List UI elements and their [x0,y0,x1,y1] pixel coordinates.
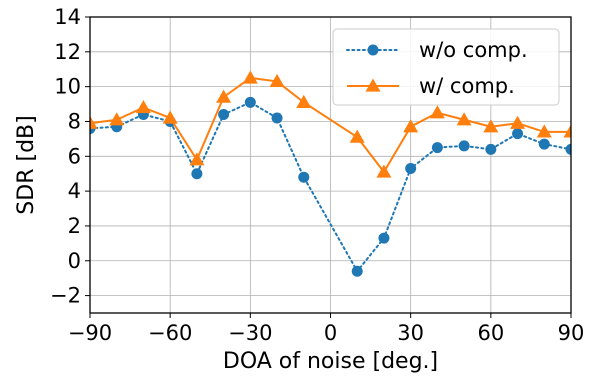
y-tick-label: 2 [68,214,81,238]
legend-item: w/ comp. [347,74,515,98]
data-point [510,115,526,129]
y-tick-label: −2 [50,284,81,308]
data-point [135,100,151,114]
data-point [429,105,445,119]
data-point [536,124,552,138]
data-point [456,112,472,126]
ticks: −90 −60 −30 0 30 60 90 −2 0 2 4 6 8 10 12 14 [50,5,584,345]
data-point [431,142,443,154]
y-tick-label: 4 [68,179,81,203]
data-point [349,129,365,143]
data-point [538,138,550,150]
data-point [244,96,256,108]
y-tick-label: 8 [68,109,81,133]
data-point [242,70,258,84]
x-tick-label: 0 [324,321,337,345]
data-point [376,164,392,178]
y-tick-label: 12 [54,40,81,64]
x-axis-label: DOA of noise [deg.] [223,349,438,374]
data-point [191,168,203,180]
data-point [378,232,390,244]
x-tick-label: 30 [397,321,424,345]
data-point [162,110,178,124]
data-point [216,89,232,103]
data-point [485,143,497,155]
x-tick-label: 90 [558,321,585,345]
data-point [189,152,205,166]
y-tick-label: 6 [68,144,81,168]
legend-marker [367,44,379,56]
data-point [405,162,417,174]
series-2 [90,70,571,178]
data-point [109,112,125,126]
y-tick-label: 14 [54,5,81,29]
series-line [90,76,571,174]
legend-marker [365,78,381,92]
data-point [218,109,230,121]
legend-label: w/o comp. [419,38,528,62]
y-axis-label: SDR [dB] [14,115,39,214]
data-point [271,112,283,124]
data-point [565,143,571,155]
data-point [483,119,499,133]
y-tick-label: 0 [68,249,81,273]
data-point [269,73,285,88]
data-point [458,140,470,152]
x-tick-label: 60 [477,321,504,345]
legend-label: w/ comp. [419,74,515,98]
data-point [403,119,419,133]
legend-item: w/o comp. [346,38,528,62]
x-tick-label: −30 [228,321,272,345]
x-tick-label: −60 [148,321,192,345]
x-tick-label: −90 [68,321,112,345]
y-tick-label: 10 [54,75,81,99]
data-point [298,171,310,183]
data-point [351,265,363,277]
data-point [512,128,524,140]
data-point [296,94,312,108]
series-layer [90,70,571,277]
legend: w/o comp. w/ comp. [332,28,560,106]
data-point [563,124,571,138]
data-point [90,115,98,129]
